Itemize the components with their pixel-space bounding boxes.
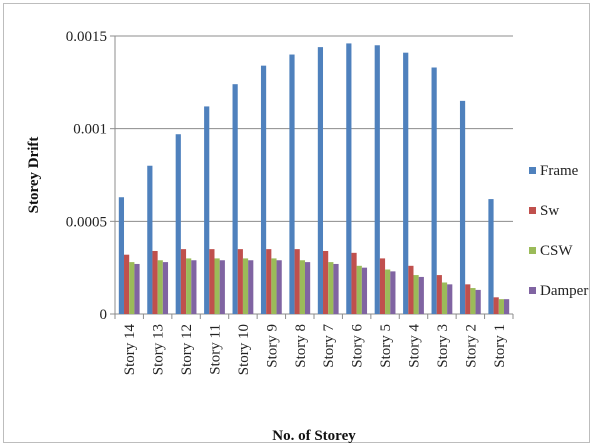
legend-label-csw: CSW — [540, 243, 573, 259]
x-axis-title: No. of Storey — [272, 428, 356, 444]
bar-sw-story-12 — [180, 249, 187, 314]
bar-csw-story-13 — [157, 260, 163, 314]
bar-damper-story-11 — [219, 260, 225, 314]
bar-csw-story-12 — [186, 258, 192, 314]
x-category-label: Story 2 — [463, 324, 479, 368]
bar-csw-story-9 — [271, 258, 277, 314]
bar-sw-story-14 — [124, 254, 130, 314]
bar-csw-story-3 — [441, 282, 448, 314]
x-category-label: Story 10 — [236, 324, 252, 375]
bar-damper-story-3 — [447, 284, 453, 314]
bar-sw-story-10 — [237, 249, 243, 314]
bar-sw-story-9 — [266, 249, 272, 314]
bar-damper-story-5 — [390, 271, 396, 314]
bar-damper-story-9 — [276, 260, 282, 314]
bar-sw-story-6 — [351, 252, 357, 314]
bar-frame-story-12 — [175, 134, 181, 314]
x-category-label: Story 5 — [378, 324, 394, 368]
bar-csw-story-1 — [498, 299, 504, 314]
x-category-label: Story 3 — [435, 324, 451, 368]
bar-frame-story-4 — [403, 52, 409, 315]
x-category-label: Story 11 — [208, 324, 224, 375]
bar-frame-story-1 — [488, 199, 494, 314]
bar-frame-story-2 — [459, 100, 466, 314]
bar-csw-story-4 — [413, 275, 419, 314]
bar-damper-story-12 — [191, 260, 197, 314]
bar-sw-story-3 — [436, 275, 442, 314]
bar-csw-story-11 — [214, 258, 220, 314]
bar-sw-story-8 — [294, 249, 300, 314]
bar-csw-story-8 — [299, 260, 305, 314]
bar-sw-story-1 — [493, 297, 499, 314]
bar-frame-story-6 — [346, 43, 352, 315]
bar-frame-story-8 — [289, 54, 295, 315]
bar-damper-story-8 — [304, 262, 311, 314]
x-category-label: Story 13 — [151, 324, 167, 375]
y-tick-label: 0.001 — [73, 122, 107, 138]
x-category-label: Story 1 — [492, 324, 508, 368]
bar-csw-story-7 — [328, 262, 334, 314]
bar-sw-story-2 — [465, 284, 471, 314]
legend-label-damper: Damper — [540, 283, 588, 299]
bar-frame-story-14 — [118, 197, 125, 314]
bar-damper-story-4 — [418, 276, 424, 314]
bar-damper-story-13 — [162, 262, 169, 314]
bar-damper-story-10 — [248, 260, 254, 314]
bar-sw-story-5 — [379, 258, 386, 314]
bar-damper-story-6 — [361, 267, 368, 314]
bar-damper-story-7 — [333, 263, 339, 314]
legend-swatch-damper — [529, 287, 536, 294]
legend-label-frame: Frame — [540, 163, 579, 179]
bar-sw-story-7 — [323, 250, 329, 314]
bar-frame-story-10 — [232, 84, 238, 314]
bar-csw-story-5 — [385, 269, 391, 314]
bar-sw-story-4 — [408, 265, 414, 314]
x-category-label: Story 9 — [264, 324, 280, 368]
x-category-label: Story 4 — [407, 324, 423, 368]
bar-damper-story-1 — [503, 299, 510, 314]
bar-damper-story-2 — [475, 289, 481, 314]
legend-label-sw: Sw — [540, 203, 559, 219]
bar-damper-story-14 — [134, 263, 140, 314]
legend-swatch-csw — [529, 247, 536, 254]
x-category-label: Story 6 — [350, 324, 366, 368]
y-tick-label: 0 — [100, 307, 108, 323]
bar-frame-story-13 — [147, 165, 153, 314]
x-category-label: Story 12 — [179, 324, 195, 375]
bar-frame-story-11 — [204, 106, 210, 314]
bar-sw-story-13 — [152, 250, 158, 314]
legend-swatch-sw — [529, 207, 536, 214]
bar-sw-story-11 — [209, 249, 215, 314]
bar-csw-story-6 — [356, 265, 362, 314]
legend-swatch-frame — [529, 167, 536, 174]
bar-csw-story-10 — [242, 258, 249, 314]
bar-csw-story-2 — [470, 288, 476, 314]
bar-csw-story-14 — [129, 262, 135, 314]
y-axis-title: Storey Drift — [26, 137, 42, 214]
bar-frame-story-9 — [260, 65, 267, 314]
bar-frame-story-3 — [431, 67, 437, 314]
bar-frame-story-5 — [374, 45, 380, 315]
x-category-label: Story 7 — [321, 324, 337, 368]
y-tick-label: 0.0005 — [66, 214, 107, 230]
bar-frame-story-7 — [317, 47, 324, 315]
x-category-label: Story 14 — [122, 324, 138, 376]
x-category-label: Story 8 — [293, 324, 309, 368]
y-tick-label: 0.0015 — [66, 29, 107, 45]
